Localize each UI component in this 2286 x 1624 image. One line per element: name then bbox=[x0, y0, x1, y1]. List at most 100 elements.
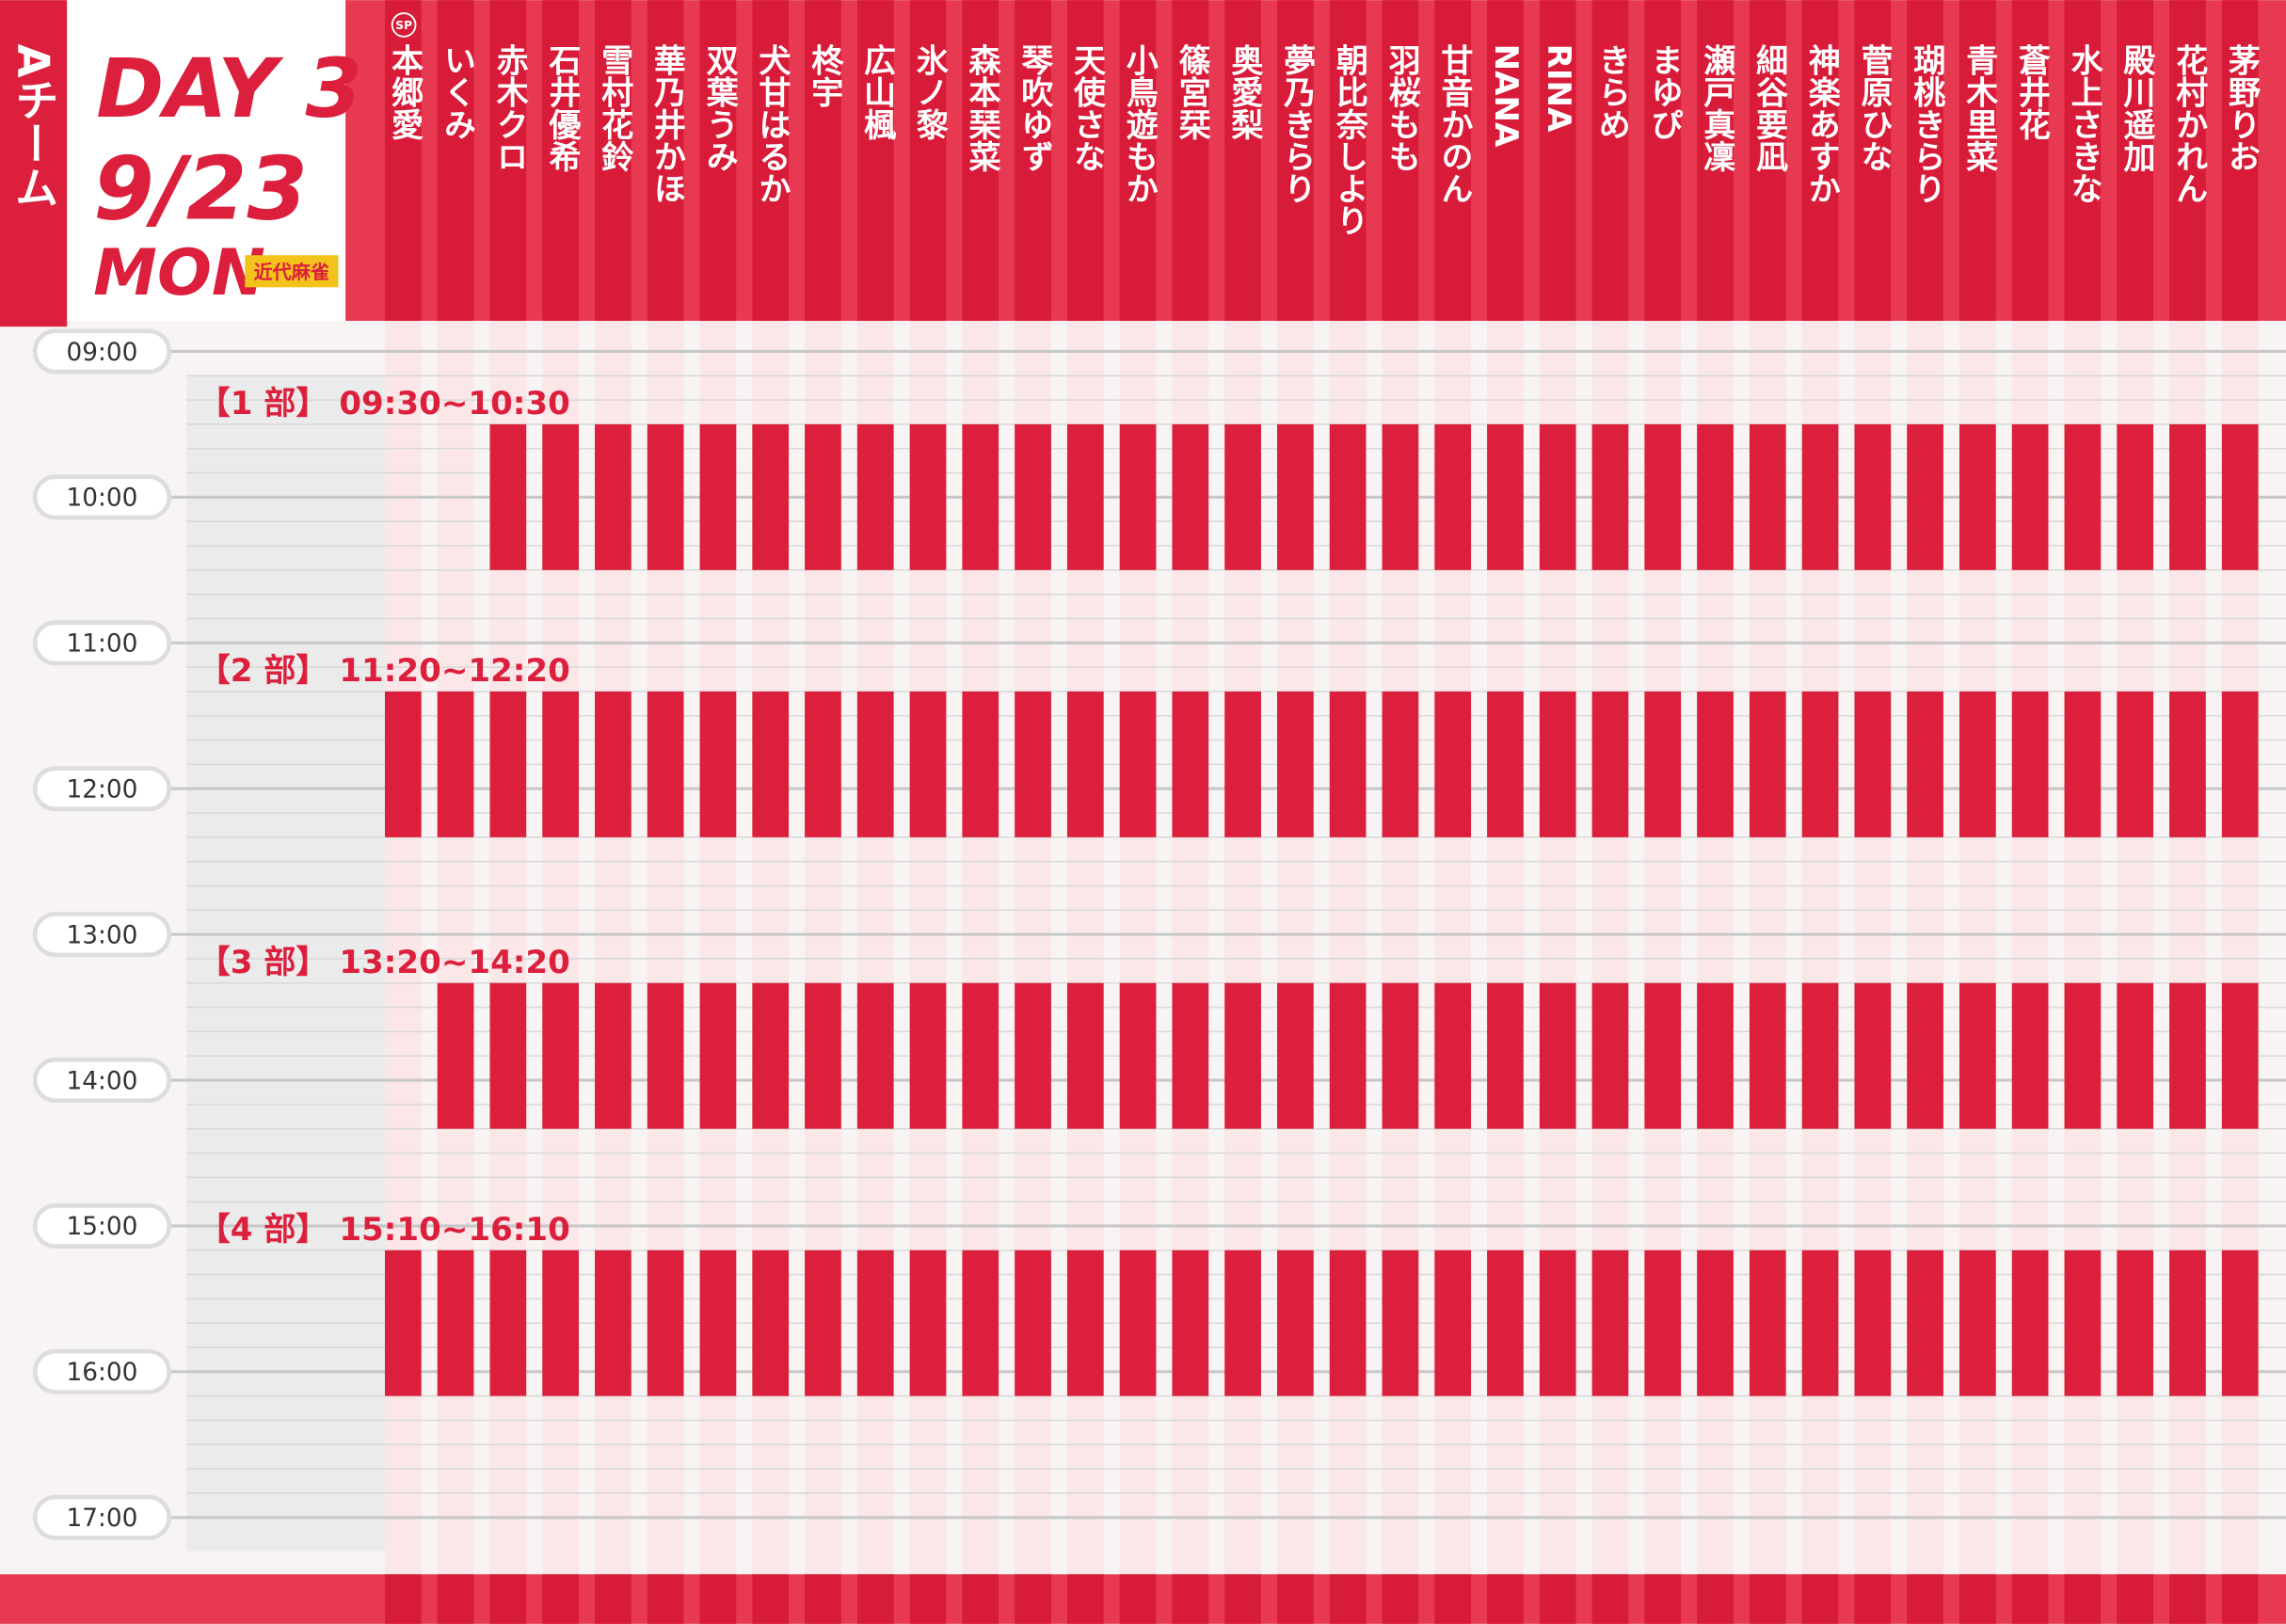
session-bar bbox=[647, 1250, 684, 1396]
session-bar bbox=[1277, 423, 1314, 570]
session-bar bbox=[1801, 982, 1839, 1129]
session-bar bbox=[2221, 423, 2259, 570]
session-bar bbox=[909, 1250, 947, 1396]
member-name: 瀬戸真凜 bbox=[1697, 44, 1735, 172]
session-bar bbox=[2117, 1250, 2154, 1396]
session-bar bbox=[647, 691, 684, 837]
member-name: 柊宇 bbox=[805, 44, 843, 108]
team: Aチーム bbox=[8, 44, 59, 209]
member-name: 朝比奈しより bbox=[1330, 44, 1369, 236]
time-label: 16:00 bbox=[67, 1359, 138, 1387]
session-bar bbox=[2117, 691, 2154, 837]
date: 9/23 bbox=[93, 138, 308, 240]
footer-column bbox=[1172, 1574, 1209, 1624]
session-bar bbox=[1801, 423, 1839, 570]
session-bar bbox=[489, 982, 527, 1129]
session-bar bbox=[1329, 423, 1367, 570]
session-bar bbox=[1382, 982, 1419, 1129]
member-name: 細谷要凪 bbox=[1750, 44, 1788, 172]
session-bar bbox=[489, 423, 527, 570]
header-column bbox=[542, 0, 579, 321]
logo: 近代麻雀 bbox=[254, 261, 330, 283]
footer-column bbox=[909, 1574, 947, 1624]
member-name: 羽桜もも bbox=[1383, 44, 1421, 172]
session-bar bbox=[2011, 982, 2049, 1129]
session-bar bbox=[1434, 982, 1472, 1129]
mark-circle bbox=[391, 12, 417, 38]
session-bar bbox=[2169, 1250, 2206, 1396]
header-column bbox=[1329, 0, 1367, 321]
session-bar bbox=[752, 1250, 790, 1396]
session-bar bbox=[1591, 982, 1629, 1129]
weekday: MON bbox=[93, 236, 265, 310]
session-bar bbox=[1697, 1250, 1734, 1396]
member-name: 氷ノ黎 bbox=[910, 44, 949, 140]
session-bar bbox=[856, 1250, 894, 1396]
footer-column bbox=[2169, 1574, 2206, 1624]
session-bar bbox=[1329, 1250, 1367, 1396]
header-column bbox=[1066, 0, 1104, 321]
session-bar bbox=[1224, 982, 1261, 1129]
session-bar bbox=[856, 982, 894, 1129]
session-bar bbox=[699, 423, 737, 570]
footer-column bbox=[1591, 1574, 1629, 1624]
session-bar bbox=[542, 1250, 579, 1396]
header-column bbox=[437, 0, 474, 321]
session-bar bbox=[489, 1250, 527, 1396]
session-bar bbox=[1907, 691, 1943, 837]
session-bar bbox=[1066, 691, 1104, 837]
member-name: 華乃井かほ bbox=[647, 44, 686, 204]
footer-column bbox=[1854, 1574, 1892, 1624]
session-bar bbox=[1224, 423, 1261, 570]
member-mark: SP bbox=[395, 18, 412, 32]
session-bar bbox=[1801, 691, 1839, 837]
session-bar bbox=[1539, 982, 1576, 1129]
member-name: 水上さきな bbox=[2065, 44, 2103, 204]
time-pill bbox=[32, 1058, 172, 1104]
session-bar bbox=[752, 982, 790, 1129]
footer-column bbox=[2064, 1574, 2102, 1624]
session-bar bbox=[2221, 1250, 2259, 1396]
session-bar bbox=[1382, 423, 1419, 570]
time-label: 17:00 bbox=[67, 1505, 138, 1533]
session-bar bbox=[1066, 1250, 1104, 1396]
session-bar bbox=[2117, 982, 2154, 1129]
footer-column bbox=[1487, 1574, 1524, 1624]
session-bar bbox=[2221, 691, 2259, 837]
session-bar bbox=[1539, 1250, 1576, 1396]
session-bar bbox=[1907, 982, 1943, 1129]
member-name: 殿川遥加 bbox=[2117, 44, 2155, 173]
session-bar bbox=[962, 1250, 999, 1396]
header-column bbox=[1959, 0, 1996, 321]
member-name: 小鳥遊もか bbox=[1120, 44, 1159, 204]
session-bar bbox=[595, 1250, 631, 1396]
time-label: 15:00 bbox=[67, 1213, 138, 1241]
session-bar bbox=[1277, 1250, 1314, 1396]
session-bar bbox=[805, 423, 841, 570]
session-bar bbox=[1487, 423, 1524, 570]
time-pill bbox=[32, 1348, 172, 1394]
header-column bbox=[1382, 0, 1419, 321]
footer-column bbox=[2221, 1574, 2259, 1624]
footer-column bbox=[1697, 1574, 1734, 1624]
session-bar bbox=[1591, 691, 1629, 837]
member-name: まゆぴ bbox=[1645, 44, 1683, 140]
header-column bbox=[1539, 0, 1576, 321]
member-name: きらめ bbox=[1592, 44, 1630, 140]
member-name: いくみ bbox=[438, 44, 475, 140]
session-bar bbox=[1434, 691, 1472, 837]
session-bar bbox=[1644, 1250, 1682, 1396]
footer-column bbox=[595, 1574, 631, 1624]
footer-column bbox=[384, 1574, 422, 1624]
session-bar bbox=[1172, 423, 1209, 570]
session-bar bbox=[595, 423, 631, 570]
session-bar bbox=[1066, 423, 1104, 570]
footer-column bbox=[2117, 1574, 2154, 1624]
session-bar bbox=[1329, 691, 1367, 837]
session-bar bbox=[1644, 982, 1682, 1129]
session-bar bbox=[437, 982, 474, 1129]
session-bar bbox=[1015, 982, 1051, 1129]
footer-column bbox=[1801, 1574, 1839, 1624]
time-label: 10:00 bbox=[67, 485, 138, 513]
